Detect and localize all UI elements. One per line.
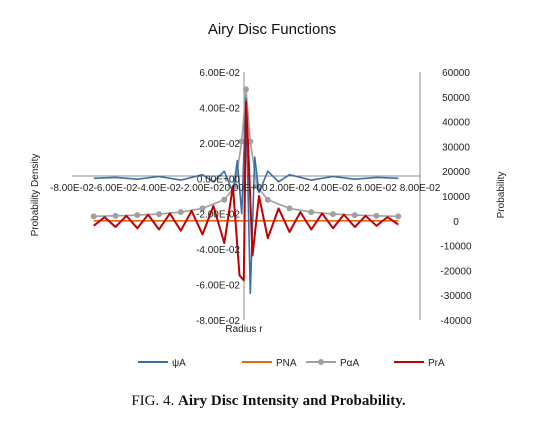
caption-title: Airy Disc Intensity and Probability. (178, 393, 406, 409)
legend-label: PrA (428, 358, 445, 369)
series-point-PαA (373, 212, 380, 219)
legend: ψA PNA PαA PrA (138, 358, 445, 369)
series-point-PαA (199, 205, 206, 212)
y-left-tick-label: -2.00E-02 (196, 210, 240, 221)
chart: Airy Disc Functions -8.00E-02 -6.00E-02 -4… (30, 21, 507, 369)
y-left-tick-label: -6.00E-02 (196, 281, 240, 292)
x-axis-label: Radius r (225, 324, 263, 335)
series-point-PαA (264, 196, 271, 203)
series-point-PαA (308, 209, 315, 216)
figure-caption: FIG. 4. Airy Disc Intensity and Probabil… (0, 393, 537, 410)
x-tick-label: 4.00E-02 (313, 183, 354, 194)
y-left-tick-label: 6.00E-02 (199, 68, 240, 79)
x-tick-label: 0.00E+00 (224, 183, 268, 194)
series-point-PαA (395, 213, 402, 220)
series-line-ψA (93, 97, 399, 295)
y-left-tick-label: 2.00E-02 (199, 139, 240, 150)
y-left-tick-label: -4.00E-02 (196, 245, 240, 256)
series-point-PαA (330, 211, 336, 218)
series-point-PαA (90, 213, 97, 220)
series-point-PαA (177, 209, 184, 216)
legend-marker (318, 359, 324, 365)
x-tick-label: 8.00E-02 (400, 183, 441, 194)
chart-ticks: -8.00E-02 -6.00E-02 -4.00E-02 -2.00E-02 0.00… (50, 68, 472, 327)
legend-label: ψA (172, 358, 186, 369)
y-right-tick-label: 0 (453, 217, 459, 228)
series-point-PαA (134, 212, 141, 219)
y-right-tick-label: -30000 (440, 291, 472, 302)
y-left-tick-label: -8.00E-02 (196, 316, 240, 327)
y-right-tick-label: -20000 (440, 266, 472, 277)
chart-title: Airy Disc Functions (208, 21, 336, 38)
series-point-PαA (112, 212, 119, 219)
y-right-axis-label: Probability (496, 172, 507, 219)
legend-label: PNA (276, 358, 297, 369)
y-left-tick-label: 0.00E+00 (197, 174, 241, 185)
series-point-PαA (156, 211, 162, 218)
x-tick-label: 6.00E-02 (356, 183, 397, 194)
x-tick-label: -6.00E-02 (94, 183, 138, 194)
series-point-PαA (243, 86, 249, 93)
y-right-tick-label: 40000 (442, 118, 470, 129)
y-right-tick-label: 60000 (442, 68, 470, 79)
y-right-tick-label: -40000 (440, 316, 472, 327)
y-right-tick-label: 50000 (442, 93, 470, 104)
series-point-PαA (221, 196, 228, 203)
y-left-tick-label: 4.00E-02 (199, 103, 240, 114)
x-tick-label: -8.00E-02 (50, 183, 94, 194)
chart-series (90, 86, 402, 295)
y-left-axis-label: Probability Density (30, 154, 41, 237)
series-point-PαA (286, 205, 293, 212)
y-right-tick-label: 20000 (442, 167, 470, 178)
caption-prefix: FIG. 4. (131, 393, 175, 409)
legend-label: PαA (340, 358, 359, 369)
series-point-PαA (238, 138, 245, 145)
y-right-tick-label: 10000 (442, 192, 470, 203)
x-tick-label: 2.00E-02 (269, 183, 310, 194)
x-tick-label: -4.00E-02 (137, 183, 181, 194)
x-tick-label: -2.00E-02 (181, 183, 225, 194)
series-point-PαA (351, 212, 358, 219)
y-right-tick-label: 30000 (442, 142, 470, 153)
series-line-PrA (93, 100, 399, 282)
y-right-tick-label: -10000 (440, 242, 472, 253)
